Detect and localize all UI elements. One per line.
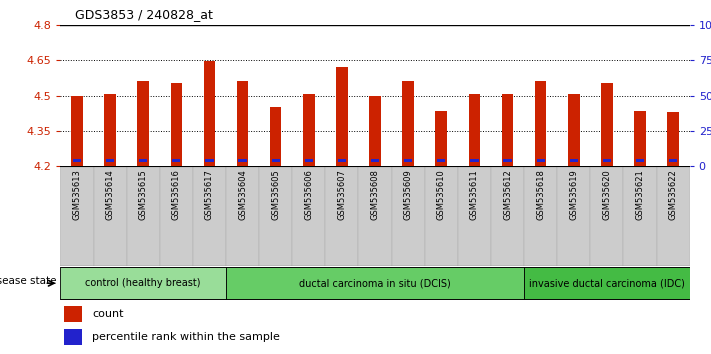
Text: GSM535613: GSM535613 [73, 169, 82, 220]
Text: GSM535620: GSM535620 [602, 169, 611, 220]
Bar [73, 159, 81, 162]
Bar [568, 95, 579, 166]
Text: invasive ductal carcinoma (IDC): invasive ductal carcinoma (IDC) [529, 278, 685, 288]
Bar [424, 166, 458, 266]
Text: GDS3853 / 240828_at: GDS3853 / 240828_at [75, 8, 213, 21]
Bar [237, 81, 248, 166]
Bar [226, 267, 524, 299]
Bar [71, 96, 82, 166]
Text: control (healthy breast): control (healthy breast) [85, 278, 201, 288]
Bar [470, 159, 479, 162]
Text: GSM535608: GSM535608 [370, 169, 380, 220]
Bar [669, 159, 678, 162]
Bar [603, 159, 611, 162]
Bar [668, 112, 679, 166]
Bar [305, 159, 313, 162]
Bar [172, 159, 181, 162]
Bar [193, 166, 226, 266]
Bar [570, 159, 578, 162]
Bar [63, 329, 82, 345]
Bar [94, 166, 127, 266]
Bar [139, 159, 147, 162]
Bar [238, 159, 247, 162]
Bar [503, 159, 512, 162]
Text: ductal carcinoma in situ (DCIS): ductal carcinoma in situ (DCIS) [299, 278, 451, 288]
Text: GSM535609: GSM535609 [404, 169, 412, 220]
Bar [303, 95, 314, 166]
Bar [272, 159, 280, 162]
Bar [336, 67, 348, 166]
Text: percentile rank within the sample: percentile rank within the sample [92, 332, 279, 342]
Bar [537, 159, 545, 162]
Text: GSM535607: GSM535607 [338, 169, 346, 220]
Bar [624, 166, 656, 266]
Bar [369, 96, 381, 166]
Text: GSM535615: GSM535615 [139, 169, 148, 220]
Bar [203, 61, 215, 166]
Bar [524, 166, 557, 266]
Text: GSM535621: GSM535621 [636, 169, 644, 220]
Bar [160, 166, 193, 266]
Bar [601, 82, 613, 166]
Bar [270, 107, 282, 166]
Bar [105, 95, 116, 166]
Text: GSM535605: GSM535605 [271, 169, 280, 220]
Bar [436, 111, 447, 166]
Bar [358, 166, 392, 266]
Text: GSM535606: GSM535606 [304, 169, 314, 220]
Bar [491, 166, 524, 266]
Bar [402, 81, 414, 166]
Bar [106, 159, 114, 162]
Bar [259, 166, 292, 266]
Bar [458, 166, 491, 266]
Bar [437, 159, 445, 162]
Bar [656, 166, 690, 266]
Text: GSM535618: GSM535618 [536, 169, 545, 220]
Bar [226, 166, 259, 266]
Text: count: count [92, 309, 124, 319]
Text: GSM535617: GSM535617 [205, 169, 214, 220]
Bar [371, 159, 379, 162]
Text: GSM535616: GSM535616 [172, 169, 181, 220]
Text: disease state: disease state [0, 276, 57, 286]
Text: GSM535604: GSM535604 [238, 169, 247, 220]
Bar [171, 82, 182, 166]
Bar [60, 166, 94, 266]
Bar [524, 267, 690, 299]
Text: GSM535610: GSM535610 [437, 169, 446, 220]
Bar [60, 267, 226, 299]
Bar [127, 166, 160, 266]
Bar [63, 306, 82, 321]
Bar [535, 81, 547, 166]
Bar [590, 166, 624, 266]
Text: GSM535611: GSM535611 [470, 169, 479, 220]
Bar [404, 159, 412, 162]
Bar [338, 159, 346, 162]
Bar [392, 166, 424, 266]
Bar [634, 111, 646, 166]
Text: GSM535614: GSM535614 [106, 169, 114, 220]
Bar [557, 166, 590, 266]
Bar [326, 166, 358, 266]
Bar [137, 81, 149, 166]
Text: GSM535612: GSM535612 [503, 169, 512, 220]
Bar [292, 166, 326, 266]
Text: GSM535622: GSM535622 [668, 169, 678, 220]
Bar [502, 95, 513, 166]
Bar [205, 159, 213, 162]
Bar [636, 159, 644, 162]
Bar [469, 95, 480, 166]
Text: GSM535619: GSM535619 [570, 169, 578, 220]
